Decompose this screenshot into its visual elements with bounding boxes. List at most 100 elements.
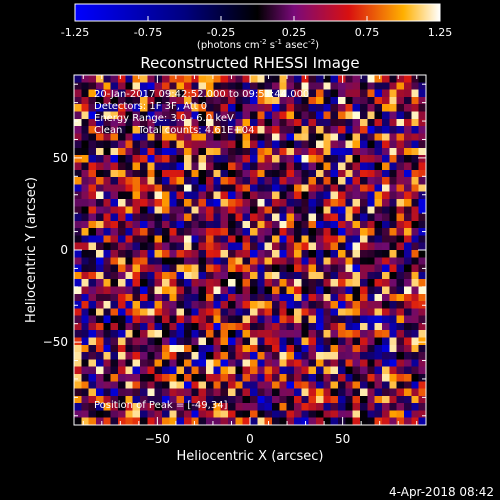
heatmap-pixel bbox=[206, 337, 214, 346]
heatmap-pixel bbox=[396, 75, 405, 83]
heatmap-pixel bbox=[301, 213, 309, 222]
heatmap-pixel bbox=[382, 301, 390, 309]
heatmap-pixel bbox=[330, 75, 339, 83]
heatmap-pixel bbox=[206, 315, 214, 324]
heatmap-pixel bbox=[235, 213, 243, 222]
heatmap-pixel bbox=[96, 257, 104, 265]
heatmap-pixel bbox=[264, 257, 273, 265]
heatmap-pixel bbox=[118, 206, 126, 214]
heatmap-pixel bbox=[411, 279, 419, 287]
heatmap-pixel bbox=[389, 271, 397, 280]
heatmap-pixel bbox=[257, 206, 265, 214]
heatmap-pixel bbox=[257, 381, 265, 389]
heatmap-pixel bbox=[162, 89, 170, 98]
heatmap-pixel bbox=[294, 162, 302, 171]
heatmap-pixel bbox=[352, 366, 361, 375]
heatmap-pixel bbox=[250, 301, 258, 309]
heatmap-pixel bbox=[389, 286, 397, 295]
heatmap-pixel bbox=[198, 169, 207, 178]
heatmap-pixel bbox=[96, 330, 104, 338]
heatmap-pixel bbox=[154, 155, 163, 163]
heatmap-pixel bbox=[411, 293, 419, 302]
heatmap-pixel bbox=[279, 126, 287, 134]
heatmap-pixel bbox=[338, 271, 346, 280]
heatmap-pixel bbox=[338, 104, 346, 112]
heatmap-pixel bbox=[418, 279, 427, 287]
heatmap-pixel bbox=[235, 417, 243, 426]
heatmap-pixel bbox=[118, 75, 126, 83]
heatmap-pixel bbox=[125, 395, 133, 404]
heatmap-pixel bbox=[382, 126, 390, 134]
heatmap-pixel bbox=[382, 315, 390, 324]
heatmap-pixel bbox=[235, 140, 243, 149]
heatmap-pixel bbox=[338, 235, 346, 244]
heatmap-pixel bbox=[140, 403, 148, 411]
heatmap-pixel bbox=[257, 228, 265, 236]
heatmap-pixel bbox=[162, 75, 170, 83]
heatmap-pixel bbox=[110, 133, 119, 141]
heatmap-pixel bbox=[323, 388, 331, 397]
heatmap-pixel bbox=[191, 308, 199, 316]
heatmap-pixel bbox=[294, 177, 302, 185]
heatmap-pixel bbox=[242, 155, 251, 163]
heatmap-pixel bbox=[330, 169, 339, 178]
heatmap-pixel bbox=[88, 308, 97, 316]
heatmap-pixel bbox=[235, 82, 243, 90]
heatmap-pixel bbox=[169, 213, 177, 222]
heatmap-pixel bbox=[169, 82, 177, 90]
heatmap-pixel bbox=[96, 279, 104, 287]
heatmap-pixel bbox=[404, 257, 412, 265]
heatmap-pixel bbox=[191, 250, 199, 258]
heatmap-pixel bbox=[220, 75, 229, 83]
heatmap-pixel bbox=[162, 242, 170, 251]
heatmap-pixel bbox=[396, 162, 405, 171]
heatmap-pixel bbox=[360, 213, 368, 222]
heatmap-pixel bbox=[396, 169, 405, 178]
heatmap-pixel bbox=[74, 75, 82, 83]
heatmap-pixel bbox=[125, 126, 133, 134]
heatmap-pixel bbox=[323, 417, 331, 426]
heatmap-pixel bbox=[264, 315, 273, 324]
heatmap-pixel bbox=[316, 352, 324, 360]
heatmap-pixel bbox=[198, 111, 207, 120]
heatmap-pixel bbox=[88, 250, 97, 258]
heatmap-pixel bbox=[382, 162, 390, 171]
heatmap-pixel bbox=[88, 264, 97, 273]
heatmap-pixel bbox=[367, 162, 375, 171]
heatmap-pixel bbox=[147, 75, 155, 83]
heatmap-pixel bbox=[176, 293, 185, 302]
heatmap-pixel bbox=[242, 191, 251, 200]
heatmap-pixel bbox=[147, 322, 155, 331]
heatmap-pixel bbox=[396, 344, 405, 353]
heatmap-pixel bbox=[103, 381, 111, 389]
heatmap-pixel bbox=[191, 75, 199, 83]
heatmap-pixel bbox=[360, 191, 368, 200]
heatmap-pixel bbox=[294, 140, 302, 149]
heatmap-pixel bbox=[176, 220, 185, 229]
heatmap-pixel bbox=[360, 308, 368, 316]
heatmap-pixel bbox=[294, 271, 302, 280]
heatmap-pixel bbox=[206, 206, 214, 214]
heatmap-pixel bbox=[360, 169, 368, 178]
heatmap-pixel bbox=[257, 330, 265, 338]
heatmap-pixel bbox=[286, 359, 295, 367]
heatmap-pixel bbox=[286, 381, 295, 389]
heatmap-pixel bbox=[162, 147, 170, 156]
heatmap-pixel bbox=[250, 191, 258, 200]
heatmap-pixel bbox=[250, 279, 258, 287]
heatmap-pixel bbox=[110, 403, 119, 411]
heatmap-pixel bbox=[286, 344, 295, 353]
heatmap-pixel bbox=[242, 242, 251, 251]
heatmap-pixel bbox=[162, 403, 170, 411]
heatmap-pixel bbox=[294, 381, 302, 389]
heatmap-pixel bbox=[162, 133, 170, 141]
heatmap-pixel bbox=[132, 337, 141, 346]
heatmap-pixel bbox=[242, 410, 251, 419]
heatmap-pixel bbox=[140, 118, 148, 127]
heatmap-pixel bbox=[389, 147, 397, 156]
heatmap-pixel bbox=[213, 337, 221, 346]
heatmap-pixel bbox=[352, 89, 361, 98]
heatmap-pixel bbox=[323, 191, 331, 200]
heatmap-pixel bbox=[110, 257, 119, 265]
heatmap-pixel bbox=[228, 104, 236, 112]
